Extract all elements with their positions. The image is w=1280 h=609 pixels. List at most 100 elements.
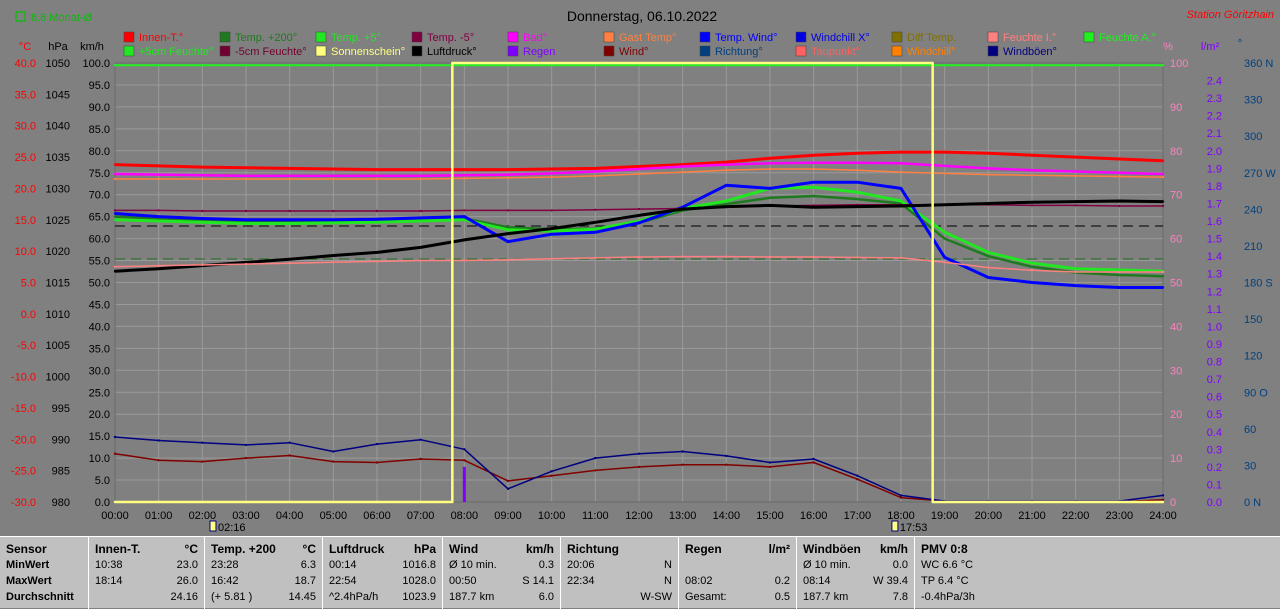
temp-tick-label: 25.0 [15,152,36,164]
data-point [244,262,248,266]
data-point [594,469,597,472]
stats-unit: hPa [413,542,436,556]
speed-tick-label: 70.0 [89,190,110,202]
data-point [637,255,641,259]
time-tick-label: 04:00 [276,510,304,522]
data-point [157,63,160,67]
rain-tick-label: 1.2 [1207,286,1222,298]
data-point [288,177,291,181]
data-point [1161,275,1165,278]
data-point [463,63,466,67]
humidity-tick-label: 40 [1170,321,1182,333]
rain-tick-label: 0.4 [1207,427,1222,439]
stats-value: 0.2 [774,575,790,587]
legend-swatch [411,45,423,57]
legend-label: Temp. +200° [235,32,297,44]
legend-swatch [507,31,519,43]
time-tick-label: 19:00 [931,510,959,522]
series-feuchte-a- [113,63,1165,67]
data-point [201,263,204,267]
pressure-tick-label: 1010 [46,309,70,321]
time-tick-label: 08:00 [451,510,479,522]
data-point [768,461,772,464]
humidity-tick-label: 50 [1170,278,1182,290]
speed-tick-label: 80.0 [89,146,110,158]
data-point [1118,175,1121,178]
data-point [681,255,684,258]
speed-tick-label: 60.0 [89,234,110,246]
rain-tick-label: 0.0 [1207,497,1222,509]
stats-header: Temp. +200 [211,542,276,556]
stats-label: ^2.4hPa/h [329,591,379,603]
data-point [856,161,859,164]
temp-tick-label: -30.0 [11,497,36,509]
data-point [725,202,728,206]
legend-label: Taupunkt° [811,46,860,58]
data-point [332,500,335,504]
time-tick-label: 23:00 [1106,510,1134,522]
pressure-tick-label: 1050 [46,58,70,70]
data-point [856,181,859,184]
stats-label: 187.7 km [803,591,849,603]
data-point [812,181,815,184]
data-point [288,222,291,225]
series-innen-t- [113,150,1165,172]
speed-tick-label: 5.0 [95,475,110,487]
data-point [244,166,248,169]
series-luftdruck- [113,199,1165,273]
data-point [1074,155,1077,159]
legend-label: Temp. +5° [331,32,381,44]
monat-toggle[interactable]: 8.6 Monat-Ø [15,11,93,24]
direction-tick-label: 60 [1244,424,1256,436]
data-point [419,219,422,223]
stats-label: 00:50 [449,575,477,587]
speed-tick-label: 20.0 [89,409,110,421]
data-point [375,209,379,213]
data-point [1030,174,1034,177]
legend-label: Luftdruck° [427,46,477,58]
speed-tick-label: 50.0 [89,278,110,290]
sunset-marker-label: 17:53 [900,522,928,534]
legend-label: -5cm Feuchte° [235,46,307,58]
station-name: Station Göritzhain [1187,9,1274,21]
stats-unit: °C [184,542,198,556]
data-point [856,474,859,477]
stats-label: Durchschnitt [6,591,74,603]
weather-chart: Innen-T.° Temp. +200° Temp. +5° Temp. -5° Ba… [10,8,1277,534]
stats-column: Regen l/m² 08:02 0.2 Gesamt: 0.5 [678,537,796,609]
data-point [375,500,379,504]
data-point [856,152,859,155]
temp-tick-label: -20.0 [11,434,36,446]
data-point [463,459,466,462]
legend-label: Bad° [523,32,547,44]
data-point [375,177,379,181]
data-point [987,202,990,205]
data-point [244,63,248,67]
data-point [506,258,510,261]
legend-swatch [411,31,423,43]
data-point [1118,273,1121,277]
time-tick-label: 02:00 [189,510,217,522]
checkbox-icon[interactable] [15,11,26,22]
time-tick-label: 20:00 [975,510,1003,522]
series-bad- [113,161,1165,178]
stats-label: 10:38 [95,559,123,571]
stats-value: W 39.4 [873,575,908,587]
data-point [1118,171,1121,174]
data-point [943,164,946,168]
data-point [244,222,248,225]
humidity-tick-label: 30 [1170,365,1182,377]
data-point [987,152,990,155]
data-point [681,207,684,211]
humidity-tick-label: 20 [1170,409,1182,421]
legend: Innen-T.° Temp. +200° Temp. +5° Temp. -5° Ba… [123,31,1156,58]
data-point [375,260,379,263]
data-point [725,61,728,65]
speed-tick-label: 95.0 [89,80,110,92]
data-point [201,174,204,177]
data-point [987,173,990,176]
data-point [375,221,379,224]
temp-tick-label: 20.0 [15,183,36,195]
sunset-marker: 17:53 [891,520,928,534]
time-tick-label: 11:00 [582,510,609,522]
